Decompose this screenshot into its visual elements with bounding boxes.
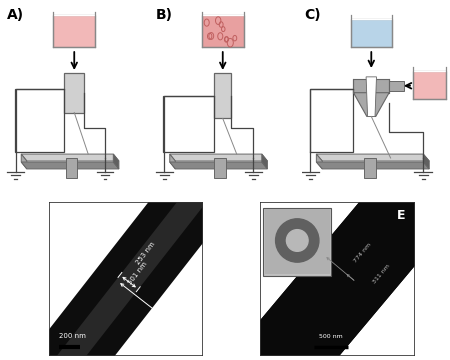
Text: D: D [55,210,65,222]
Polygon shape [423,154,429,169]
Bar [263,208,331,276]
Bar [214,158,225,178]
Polygon shape [316,154,322,169]
Text: 311 nm: 311 nm [372,263,391,284]
Polygon shape [21,162,119,169]
Polygon shape [316,162,429,169]
Polygon shape [262,154,267,169]
Bar [310,89,354,152]
Text: A): A) [7,8,24,22]
Polygon shape [366,77,377,117]
Bar [64,73,84,112]
Bar [53,15,95,47]
Text: 200 nm: 200 nm [59,333,86,339]
Polygon shape [148,98,450,360]
Polygon shape [148,98,450,360]
Polygon shape [21,154,119,161]
Bar [265,210,330,274]
Bar [351,19,392,47]
Polygon shape [354,79,389,93]
Bar [202,15,244,47]
Polygon shape [0,120,260,360]
Polygon shape [113,154,119,169]
Text: 500 nm: 500 nm [320,334,343,339]
Circle shape [275,219,319,262]
Bar [413,71,446,99]
Bar [214,73,231,118]
Polygon shape [354,93,389,117]
Text: 774 nm: 774 nm [352,242,372,264]
Polygon shape [21,154,27,169]
Text: E: E [397,210,405,222]
Polygon shape [170,154,267,161]
Polygon shape [0,106,277,360]
Circle shape [286,230,308,251]
Bar [389,81,404,91]
Text: C): C) [305,8,321,22]
Bar [163,96,214,152]
Text: 253 nm: 253 nm [135,241,157,266]
Polygon shape [316,154,429,161]
Polygon shape [170,154,176,169]
Bar [364,158,376,178]
Polygon shape [170,162,267,169]
Bar [66,158,77,178]
Text: 501 nm: 501 nm [127,261,148,286]
Bar [15,89,64,152]
Text: B): B) [156,8,173,22]
